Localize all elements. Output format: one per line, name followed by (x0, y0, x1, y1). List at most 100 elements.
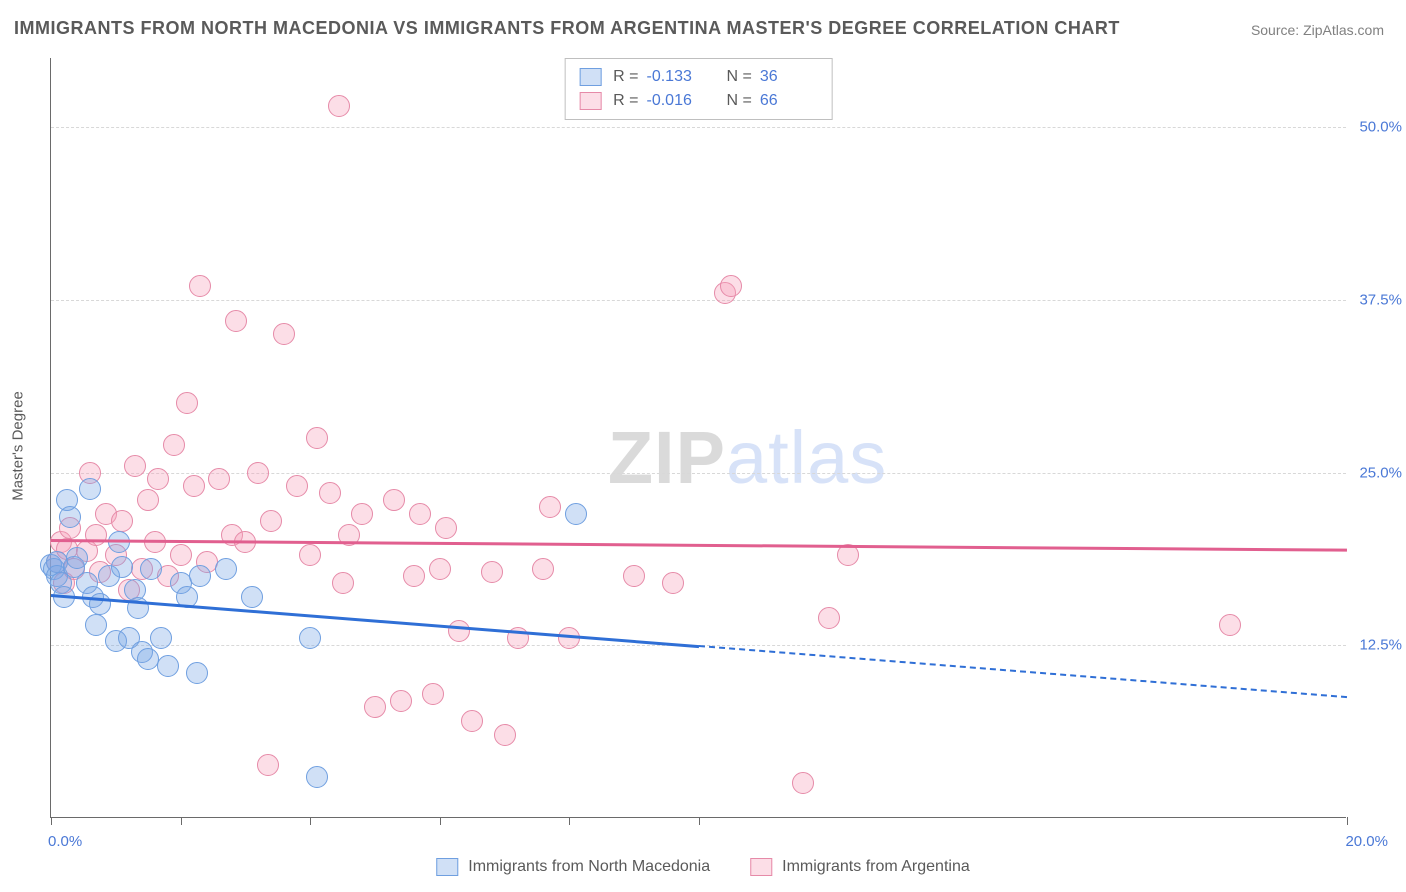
blue-point (66, 547, 88, 569)
blue-point (59, 506, 81, 528)
pink-point (328, 95, 350, 117)
pink-point (792, 772, 814, 794)
pink-point (422, 683, 444, 705)
legend-correlation: R = -0.133 N = 36 R = -0.016 N = 66 (564, 58, 833, 120)
blue-point (157, 655, 179, 677)
pink-point (332, 572, 354, 594)
blue-point (189, 565, 211, 587)
legend-n-label: N = (727, 92, 752, 110)
trend-line (51, 594, 699, 648)
pink-point (435, 517, 457, 539)
legend-row-blue: R = -0.133 N = 36 (579, 65, 818, 89)
pink-point (319, 482, 341, 504)
legend-swatch-blue (436, 858, 458, 876)
y-axis-label: Master's Degree (10, 391, 27, 501)
pink-point (260, 510, 282, 532)
y-tick-label: 37.5% (1359, 291, 1402, 308)
pink-point (409, 503, 431, 525)
legend-swatch-pink (579, 92, 601, 110)
blue-point (89, 593, 111, 615)
pink-point (170, 544, 192, 566)
x-tick (310, 817, 311, 825)
plot-area: ZIPatlas R = -0.133 N = 36 R = -0.016 N … (50, 58, 1346, 818)
legend-series: Immigrants from North Macedonia Immigran… (436, 858, 969, 876)
pink-point (461, 710, 483, 732)
pink-point (623, 565, 645, 587)
blue-point (565, 503, 587, 525)
pink-point (163, 434, 185, 456)
blue-point (150, 627, 172, 649)
legend-swatch-pink (750, 858, 772, 876)
pink-point (364, 696, 386, 718)
pink-point (183, 475, 205, 497)
pink-point (403, 565, 425, 587)
pink-point (147, 468, 169, 490)
legend-row-pink: R = -0.016 N = 66 (579, 89, 818, 113)
chart-title: IMMIGRANTS FROM NORTH MACEDONIA VS IMMIG… (14, 18, 1120, 39)
legend-r-value-pink: -0.016 (647, 92, 705, 110)
x-tick-label-min: 0.0% (48, 833, 82, 850)
x-tick (699, 817, 700, 825)
pink-point (818, 607, 840, 629)
pink-point (532, 558, 554, 580)
blue-point (140, 558, 162, 580)
blue-point (241, 586, 263, 608)
pink-point (390, 690, 412, 712)
pink-point (539, 496, 561, 518)
y-tick-label: 12.5% (1359, 637, 1402, 654)
pink-point (176, 392, 198, 414)
source-label: Source: ZipAtlas.com (1251, 22, 1384, 38)
blue-point (215, 558, 237, 580)
pink-point (247, 462, 269, 484)
x-tick (569, 817, 570, 825)
blue-point (306, 766, 328, 788)
pink-point (662, 572, 684, 594)
pink-point (1219, 614, 1241, 636)
y-tick-label: 50.0% (1359, 119, 1402, 136)
gridline (51, 473, 1346, 474)
pink-point (273, 323, 295, 345)
blue-point (85, 614, 107, 636)
x-tick-label-max: 20.0% (1345, 833, 1388, 850)
pink-point (124, 455, 146, 477)
pink-point (257, 754, 279, 776)
y-tick-label: 25.0% (1359, 464, 1402, 481)
gridline (51, 127, 1346, 128)
legend-item-blue: Immigrants from North Macedonia (436, 858, 710, 876)
pink-point (299, 544, 321, 566)
legend-r-value-blue: -0.133 (647, 68, 705, 86)
legend-label-blue: Immigrants from North Macedonia (468, 858, 710, 876)
pink-point (720, 275, 742, 297)
pink-point (85, 524, 107, 546)
gridline (51, 300, 1346, 301)
blue-point (186, 662, 208, 684)
x-tick (1347, 817, 1348, 825)
legend-r-label: R = (613, 68, 638, 86)
pink-point (286, 475, 308, 497)
pink-point (383, 489, 405, 511)
legend-n-value-pink: 66 (760, 92, 818, 110)
x-tick (51, 817, 52, 825)
watermark: ZIPatlas (608, 415, 887, 500)
x-tick (181, 817, 182, 825)
pink-point (189, 275, 211, 297)
x-tick (440, 817, 441, 825)
chart-container: IMMIGRANTS FROM NORTH MACEDONIA VS IMMIG… (0, 0, 1406, 892)
pink-point (494, 724, 516, 746)
pink-point (429, 558, 451, 580)
pink-point (137, 489, 159, 511)
pink-point (225, 310, 247, 332)
pink-point (481, 561, 503, 583)
legend-swatch-blue (579, 68, 601, 86)
blue-point (79, 478, 101, 500)
pink-point (306, 427, 328, 449)
pink-point (351, 503, 373, 525)
legend-n-label: N = (727, 68, 752, 86)
pink-point (448, 620, 470, 642)
legend-r-label: R = (613, 92, 638, 110)
blue-point (299, 627, 321, 649)
pink-point (111, 510, 133, 532)
pink-point (208, 468, 230, 490)
blue-point (111, 556, 133, 578)
legend-n-value-blue: 36 (760, 68, 818, 86)
